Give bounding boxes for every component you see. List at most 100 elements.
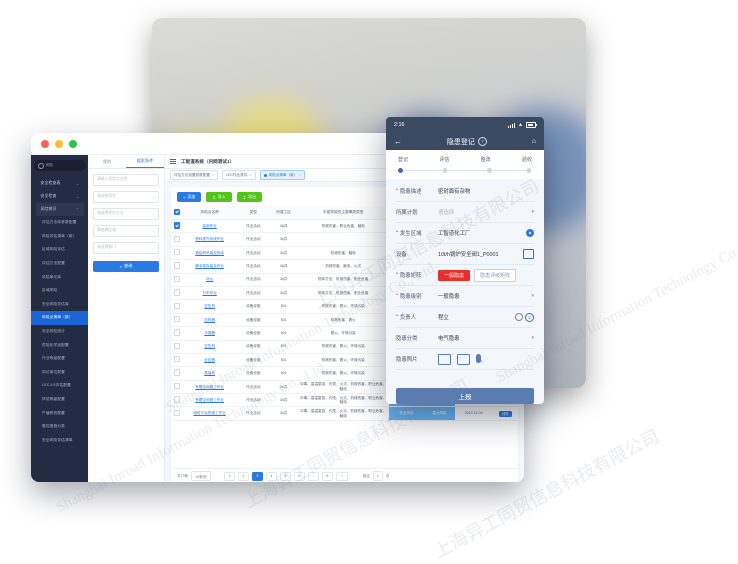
cell-name[interactable]: 钢结构吊装及拆除 [182,246,237,261]
row-checkbox-cell[interactable] [171,353,183,368]
cell-name[interactable]: 临时平台的施工作业 [182,406,237,421]
form-value-8[interactable]: + + + [438,350,534,369]
sidebar-item-12[interactable]: LEC/LS评估配置 [31,379,88,393]
row-checkbox[interactable] [173,356,180,363]
cell-name[interactable]: 有限空间施工作业 [182,393,237,408]
risk-name-link[interactable]: 钢结构吊装及拆除 [195,250,224,255]
form-row-7[interactable]: 隐患分类 电气隐患 ▾ [396,328,534,349]
row-checkbox[interactable] [173,248,180,256]
row-checkbox-cell[interactable] [171,380,183,395]
risk-name-link[interactable]: 反应器 [204,357,215,362]
risk-name-link[interactable]: 空压机 [204,344,215,349]
form-value-1[interactable]: 请选择 ▾ [438,208,534,216]
cell-name[interactable]: 行车作业 [182,286,237,301]
goto-input[interactable]: 1 [372,471,383,481]
form-value-5[interactable]: 一般隐患 ▾ [438,292,534,300]
form-row-0[interactable]: • 隐患描述 密封面有杂物 [396,181,534,202]
row-checkbox[interactable] [173,409,180,417]
form-value-2[interactable]: 工智道化工厂 [438,229,534,237]
row-checkbox-cell[interactable] [171,340,183,354]
help-icon[interactable]: ? [477,137,487,146]
tab-0[interactable]: 评估方法设置参数配置 × [170,170,219,180]
form-value-6[interactable]: 程立 ☺ [438,312,534,322]
maximize-icon[interactable] [69,139,77,148]
audio-add-icon[interactable]: + [476,353,483,364]
close-icon[interactable] [41,139,49,148]
row-checkbox-cell[interactable] [171,273,183,287]
risk-name-link[interactable]: 物料提升系统作业 [195,237,224,242]
detail-button[interactable]: 详情 [499,410,512,417]
cell-name[interactable]: 反应器 [182,353,237,368]
sidebar-item-14[interactable]: 产值积效配置 [31,406,88,420]
row-checkbox[interactable] [173,289,180,296]
sidebar-group-0[interactable]: 安全检查表 ⌄ [36,177,84,190]
cell-name[interactable]: 动火 [182,273,237,287]
row-checkbox[interactable] [173,275,180,283]
page-button-1[interactable]: 2 [237,471,250,481]
cell-name[interactable]: 装卸作业 [182,219,237,234]
sidebar-item-0[interactable]: 评估方法库参数配置 [31,216,88,230]
step-label-3[interactable]: 验收 [521,157,532,163]
submit-button[interactable]: 上报 [396,388,534,404]
risk-name-link[interactable]: 动火 [206,277,214,282]
sidebar-item-11[interactable]: 岗位单位配置 [31,366,88,380]
minimize-icon[interactable] [55,139,63,148]
filter-field-4[interactable]: 请选择部门 ⌄ [93,242,159,254]
filter-field-1[interactable]: 请选择类型 ⌄ [93,191,159,203]
form-row-6[interactable]: • 负责人 程立 ☺ [396,307,534,328]
sidebar-item-8[interactable]: 安全风险统计 [31,325,88,339]
sidebar-item-5[interactable]: 区域风险 [31,284,88,298]
form-row-1[interactable]: 所属计划 请选择 ▾ [396,202,534,223]
sidebar-item-1[interactable]: 风险评估清单（新） [31,230,88,244]
form-value-0[interactable]: 密封面有杂物 [438,187,534,195]
row-checkbox-cell[interactable] [171,286,183,301]
row-checkbox-cell[interactable] [171,326,183,341]
row-checkbox[interactable] [173,222,180,229]
page-button-7[interactable]: 8 [321,471,334,481]
cell-name[interactable]: 加热器 [182,313,237,328]
form-value-4[interactable]: 一般隐患 隐患评级矩阵 [438,268,534,282]
risk-name-link[interactable]: 行车作业 [202,290,217,295]
sidebar-item-13[interactable]: 风险等级配置 [31,393,88,407]
row-checkbox[interactable] [173,369,180,376]
back-button[interactable]: ← [394,136,402,146]
page-size-select[interactable]: 10条/页 [191,471,211,481]
row-checkbox[interactable] [173,315,180,323]
location-pin-icon[interactable] [526,229,534,237]
sidebar-search-input[interactable]: 风险 [33,160,86,171]
sidebar-item-15[interactable]: 管控措施分类 [31,420,88,434]
form-row-3[interactable]: 设备 10t/h锅炉安全阀1_P0001 [396,244,534,265]
toolbar-button-1[interactable]: ↥ 导入 [206,192,232,202]
row-checkbox-cell[interactable] [171,299,183,314]
page-button-3[interactable]: 4 [265,471,278,481]
image-add-icon[interactable]: + [438,353,452,365]
sidebar-item-6[interactable]: 安全风险评估库 [31,298,88,312]
page-button-4[interactable]: 5 [279,471,292,481]
row-checkbox[interactable] [173,396,180,403]
row-checkbox-cell[interactable] [171,366,183,381]
toolbar-button-2[interactable]: ↧ 导出 [236,192,263,202]
select-all-checkbox[interactable] [173,208,180,216]
sidebar-group-1[interactable]: 安全检查 ⌄ [36,190,84,203]
home-icon[interactable]: ⌂ [531,138,536,145]
row-checkbox[interactable] [173,235,180,242]
row-checkbox-cell[interactable] [171,259,183,274]
sidebar-item-16[interactable]: 安全风险评估清单 [31,434,88,448]
row-checkbox-cell[interactable] [171,246,183,261]
form-row-4[interactable]: • 隐患矩阵 一般隐患 隐患评级矩阵 [396,265,534,286]
close-icon[interactable]: × [211,173,215,177]
hazard-tag-1[interactable]: 隐患评级矩阵 [474,268,517,282]
step-label-0[interactable]: 登记 [398,157,409,163]
row-checkbox-cell[interactable] [171,219,183,234]
row-checkbox[interactable] [173,329,180,336]
risk-name-link[interactable]: 空压机 [204,304,215,309]
risk-name-link[interactable]: 冷凝器 [204,330,215,335]
sidebar-item-10[interactable]: 作业等级配置 [31,352,88,366]
sidebar-item-4[interactable]: 风险单元库 [31,270,88,284]
form-row-8[interactable]: 隐患照片 + + + [396,349,534,370]
risk-name-link[interactable]: 蒸馏塔 [204,371,215,376]
chevron-down-icon[interactable]: ▾ [531,335,534,341]
cell-name[interactable]: 脚手架拆装及作业 [182,259,237,274]
cell-name[interactable]: 空压机 [182,340,237,354]
hazard-tag-0[interactable]: 一般隐患 [438,269,471,281]
